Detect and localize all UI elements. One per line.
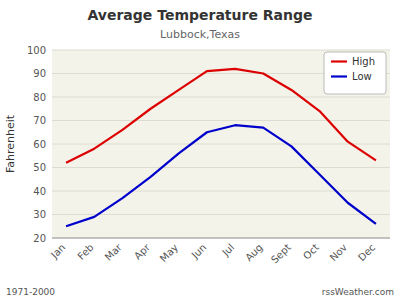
- chart: 20 30 40 50 60 70 80 90 100 Jan Feb Mar AprMay Jun Jul…: [0, 0, 400, 300]
- plot-area: [52, 50, 390, 238]
- x-tick-label: Nov: [328, 242, 350, 264]
- grid-line: [52, 238, 390, 239]
- footnote: rssWeather.com: [322, 287, 394, 297]
- x-tick-label: Aug: [243, 242, 265, 264]
- grid-line: [52, 191, 390, 192]
- legend-box: [324, 52, 386, 94]
- y-tick-label: 80: [33, 92, 46, 103]
- title: Average Temperature Range: [88, 7, 313, 23]
- legend-label: High: [352, 56, 375, 67]
- footnote: 1971-2000: [6, 287, 55, 297]
- y-tick-label: 100: [27, 45, 46, 56]
- grid-line: [52, 167, 390, 168]
- x-tick-label: Sept: [269, 242, 293, 266]
- x-tick-label: May: [158, 242, 180, 264]
- x-tick-label: Oct: [301, 242, 321, 262]
- line: [66, 125, 376, 226]
- y-tick-label: 40: [33, 186, 46, 197]
- x-tick-label: Apr: [132, 241, 153, 262]
- x-tick-label: Mar: [103, 241, 125, 263]
- legend-label: Low: [352, 71, 372, 82]
- grid-line: [52, 120, 390, 121]
- x-tick-label: Jul: [219, 242, 236, 259]
- x-axis-line: [52, 238, 390, 239]
- y-tick-label: 70: [33, 115, 46, 126]
- x-tick-label: Jan: [48, 242, 67, 261]
- y-tick-label: 30: [33, 209, 46, 220]
- y-tick-label: 20: [33, 233, 46, 244]
- subtitle: Lubbock,Texas: [160, 28, 240, 41]
- y-tick-label: 60: [33, 139, 46, 150]
- x-tick-label: Dec: [356, 242, 377, 263]
- legend-swatch: [331, 75, 347, 77]
- grid-line: [52, 214, 390, 215]
- legend-swatch: [331, 60, 347, 62]
- grid-line: [52, 97, 390, 98]
- y-axis-label: Fahrenheit: [4, 114, 17, 173]
- y-tick-label: 90: [33, 68, 46, 79]
- grid-line: [52, 50, 390, 51]
- x-tick-label: Jun: [189, 242, 209, 262]
- y-tick-label: 50: [33, 162, 46, 173]
- legend: High Low: [324, 52, 386, 94]
- x-tick-label: Feb: [75, 242, 95, 262]
